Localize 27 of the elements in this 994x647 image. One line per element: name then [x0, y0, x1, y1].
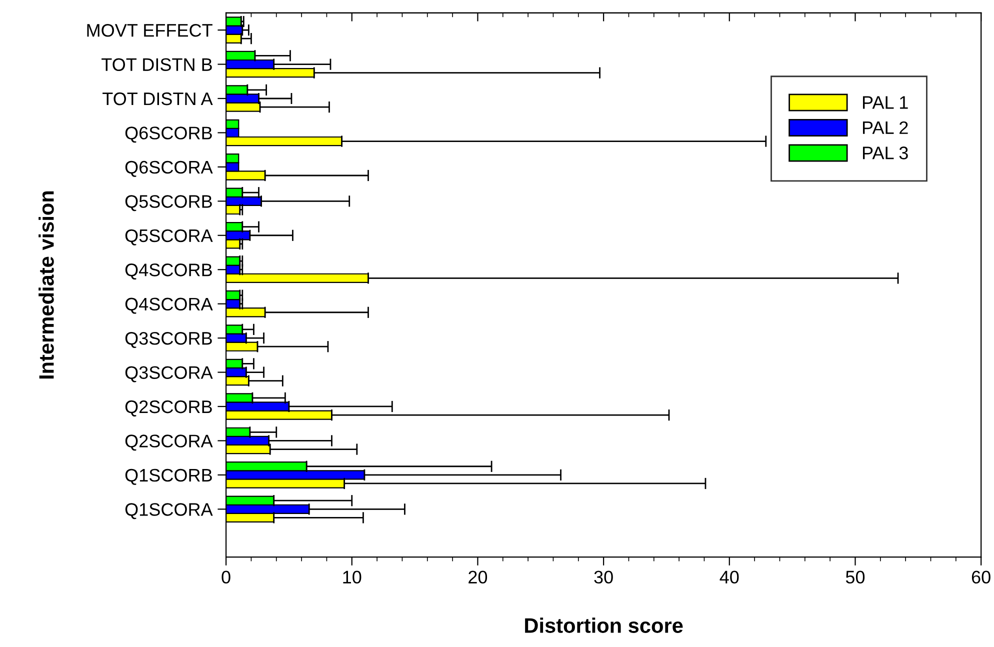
y-tick-label: Q6SCORB — [125, 126, 212, 143]
legend-label: PAL 1 — [862, 96, 908, 109]
y-tick-label: Q1SCORB — [125, 468, 212, 485]
x-tick-label: 20 — [468, 570, 488, 584]
y-tick-label: Q2SCORB — [125, 400, 212, 416]
y-tick-label: Q1SCORA — [125, 503, 213, 520]
y-tick-label: Q6SCORA — [125, 160, 213, 177]
y-axis-title: Intermediate vision — [38, 191, 54, 379]
x-tick-label: 40 — [720, 570, 739, 584]
y-tick-label: TOT DISTN B — [102, 58, 212, 71]
y-tick-label: Q4SCORA — [125, 298, 213, 314]
x-tick-label: 30 — [594, 570, 613, 584]
y-tick-label: MOVT EFFECT — [87, 24, 212, 37]
legend-label: PAL 2 — [862, 121, 908, 134]
y-tick-label: Q3SCORB — [125, 332, 212, 348]
y-tick-label: Q2SCORA — [125, 434, 213, 451]
x-tick-label: 60 — [972, 570, 990, 584]
x-tick-label: 50 — [846, 570, 865, 584]
legend-label: PAL 3 — [862, 146, 908, 160]
y-tick-label: TOT DISTN A — [102, 92, 213, 106]
x-axis-title: Distortion score — [525, 618, 683, 633]
y-tick-label: Q3SCORA — [125, 366, 213, 382]
x-tick-label: 10 — [343, 570, 362, 584]
x-tick-label: 0 — [222, 570, 230, 584]
y-tick-label: Q5SCORB — [125, 195, 212, 212]
y-tick-label: Q5SCORA — [125, 229, 213, 246]
y-tick-label: Q4SCORB — [125, 264, 212, 280]
